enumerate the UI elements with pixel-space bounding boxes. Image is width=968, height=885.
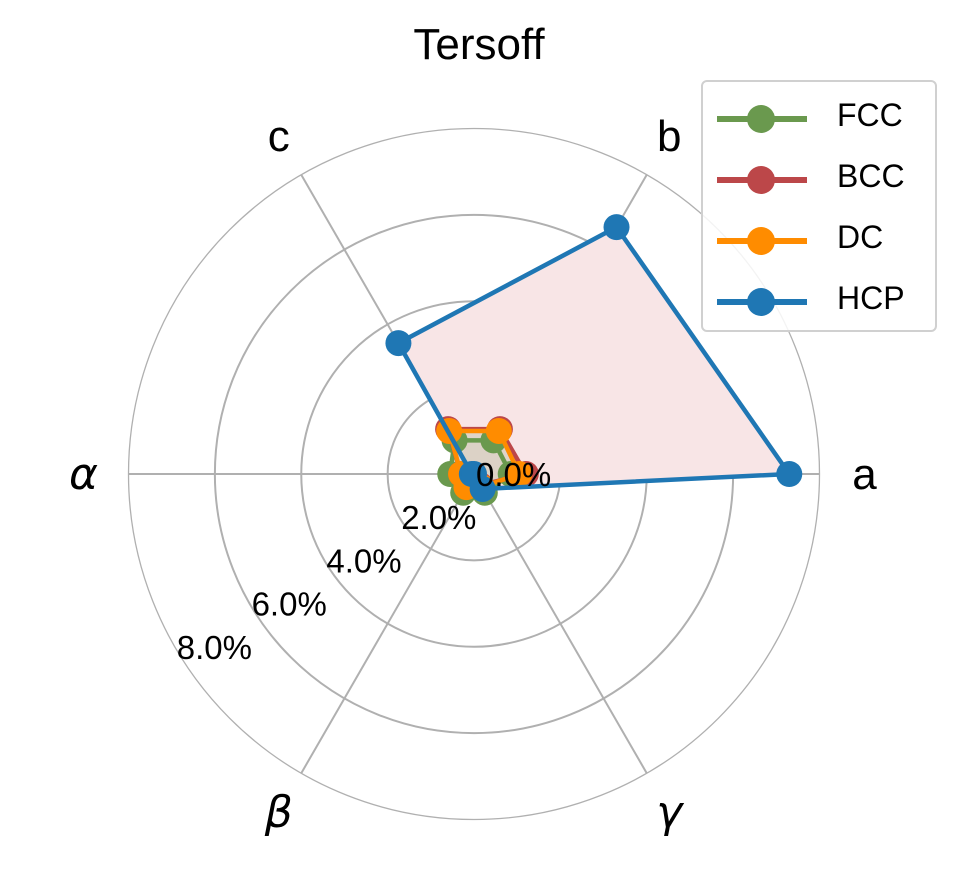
data-point-hcp bbox=[776, 461, 803, 487]
radial-tick-label: 2.0% bbox=[401, 499, 476, 536]
legend-label-bcc: BCC bbox=[837, 158, 905, 194]
legend-item-fcc: FCC bbox=[715, 94, 935, 144]
legend-item-dc: DC bbox=[715, 216, 935, 266]
legend: FCC BCC DC HCP bbox=[701, 80, 937, 332]
data-point-hcp bbox=[385, 330, 412, 357]
legend-marker-hcp bbox=[747, 288, 775, 316]
radial-tick-label: 4.0% bbox=[326, 542, 401, 579]
data-point-dc bbox=[506, 461, 533, 487]
axis-label-5: γ bbox=[656, 787, 684, 838]
legend-item-hcp: HCP bbox=[715, 277, 935, 327]
radial-tick-label: 8.0% bbox=[177, 629, 252, 666]
radial-tick-labels: 0.0%2.0%4.0% 6.0%8.0% bbox=[177, 456, 551, 666]
axis-label-1: b bbox=[657, 112, 681, 161]
radial-tick-label: 6.0% bbox=[252, 586, 327, 623]
radar-series bbox=[385, 214, 803, 506]
radial-tick-label: 0.0% bbox=[476, 456, 551, 493]
data-point-hcp bbox=[469, 475, 496, 502]
chart-title: Tersoff bbox=[413, 20, 545, 69]
axis-label-2: c bbox=[268, 112, 290, 161]
data-point-hcp bbox=[603, 214, 630, 241]
grid-spoke bbox=[300, 473, 475, 774]
axis-labels: a b c α β γ bbox=[69, 112, 877, 838]
legend-label-hcp: HCP bbox=[837, 280, 905, 316]
data-point-dc bbox=[485, 417, 512, 444]
axis-label-4: β bbox=[264, 787, 293, 838]
legend-label-dc: DC bbox=[837, 219, 884, 255]
legend-item-bcc: BCC bbox=[715, 155, 935, 205]
legend-marker-bcc bbox=[747, 166, 775, 194]
legend-label-fcc: FCC bbox=[837, 97, 903, 133]
legend-marker-fcc bbox=[747, 105, 775, 133]
grid-spoke bbox=[473, 473, 648, 774]
axis-label-3: α bbox=[69, 449, 98, 500]
legend-marker-dc bbox=[747, 227, 775, 255]
axis-label-0: a bbox=[852, 450, 877, 499]
